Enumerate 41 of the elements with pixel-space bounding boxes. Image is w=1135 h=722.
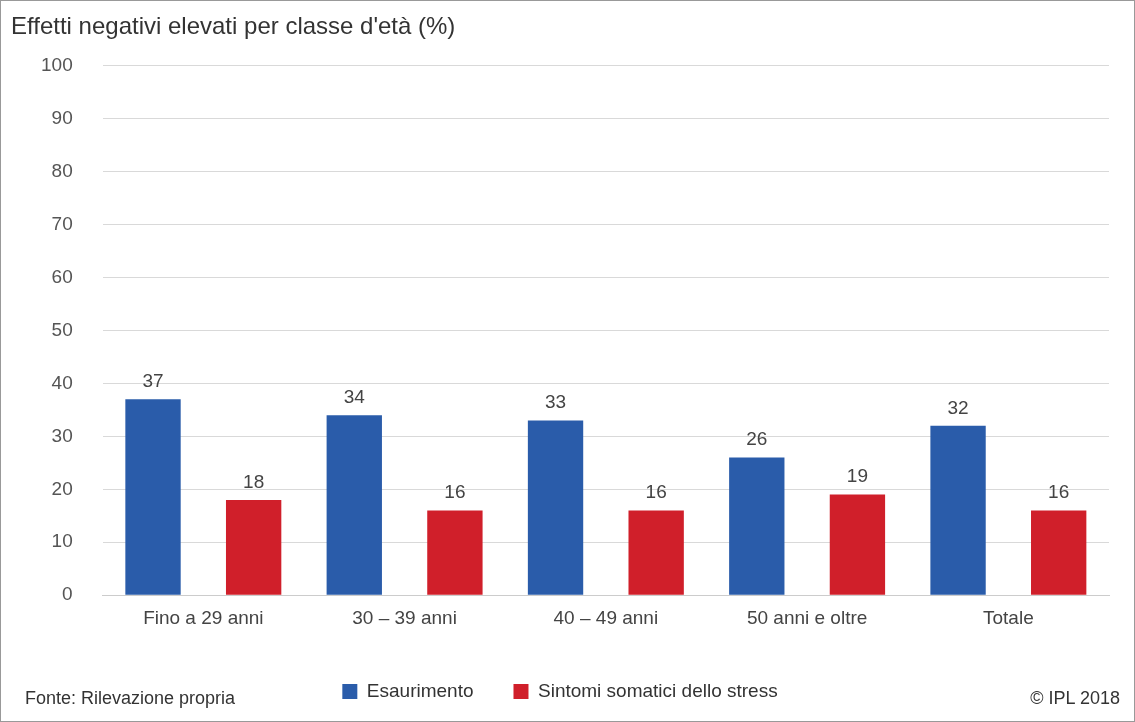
- x-tick-label: Totale: [983, 606, 1034, 628]
- data-label: 16: [1048, 481, 1070, 503]
- y-tick-label: 10: [51, 530, 73, 552]
- x-tick-label: 40 – 49 anni: [553, 606, 659, 628]
- data-label: 16: [444, 481, 466, 503]
- y-tick-label: 80: [51, 159, 73, 181]
- data-label: 18: [243, 470, 265, 492]
- y-tick-label: 100: [41, 54, 73, 76]
- data-label: 34: [343, 385, 366, 407]
- chart-title: Effetti negativi elevati per classe d'età (%): [11, 12, 456, 40]
- x-tick-label: 50 anni e oltre: [746, 606, 868, 628]
- data-label: 37: [142, 370, 164, 392]
- bar: [527, 420, 584, 595]
- bar: [326, 415, 382, 595]
- bar: [829, 494, 886, 595]
- x-tick-label: Fino a 29 anni: [143, 606, 264, 628]
- bar: [427, 510, 483, 595]
- data-label: 16: [645, 481, 667, 503]
- bar: [1031, 510, 1087, 595]
- bar: [729, 457, 785, 595]
- bar: [225, 499, 282, 595]
- y-tick-label: 90: [51, 106, 73, 128]
- data-label: 19: [846, 465, 868, 487]
- data-label: 32: [947, 396, 969, 418]
- y-tick-label: 30: [51, 424, 73, 446]
- y-tick-label: 20: [51, 477, 73, 499]
- legend-label: Esaurimento: [366, 679, 474, 701]
- bar: [125, 399, 181, 595]
- x-tick-label: 30 – 39 anni: [352, 606, 457, 628]
- y-tick-label: 0: [62, 583, 73, 605]
- legend-label: Sintomi somatici dello stress: [537, 679, 778, 701]
- data-label: 26: [746, 428, 768, 450]
- y-tick-label: 60: [51, 265, 73, 287]
- source-note: Fonte: Rilevazione propria: [25, 688, 236, 709]
- text: © IPL 2018: [1030, 688, 1120, 709]
- data-label: 33: [544, 391, 567, 413]
- bar: [628, 510, 684, 595]
- y-tick-label: 70: [51, 212, 73, 234]
- y-tick-label: 40: [51, 371, 73, 393]
- y-tick-label: 50: [51, 318, 73, 340]
- bar: [930, 425, 986, 595]
